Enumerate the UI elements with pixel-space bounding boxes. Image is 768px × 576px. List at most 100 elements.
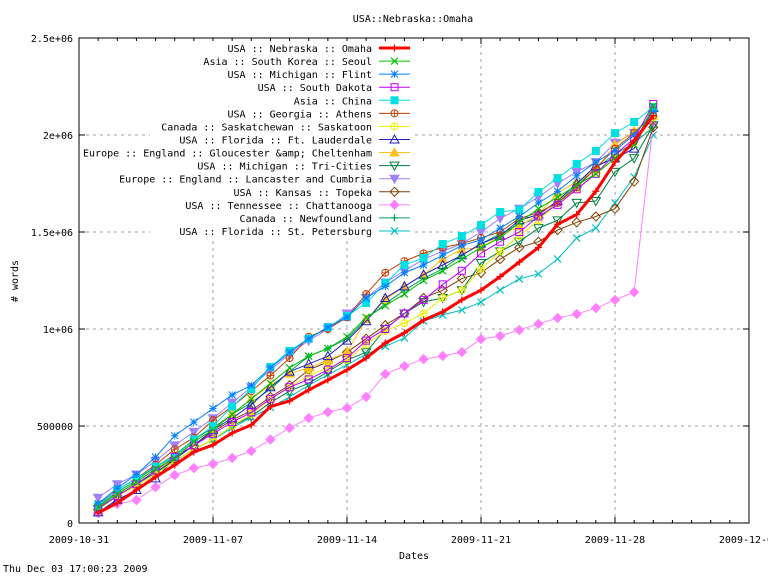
data-point: [381, 269, 389, 277]
timestamp: Thu Dec 03 17:00:23 2009: [3, 564, 148, 575]
data-point: [458, 296, 466, 304]
data-point: [496, 247, 504, 255]
data-point: [343, 313, 351, 322]
data-point: [265, 434, 276, 445]
data-point: [226, 452, 238, 464]
data-point: [438, 240, 447, 249]
data-point: [554, 220, 562, 228]
data-point: [630, 137, 638, 145]
data-point: [647, 121, 659, 131]
data-point: [609, 167, 621, 178]
data-point: [420, 316, 428, 324]
y-axis-label: # words: [10, 260, 21, 302]
data-point: [572, 234, 581, 242]
data-point: [171, 445, 179, 453]
data-point: [190, 448, 198, 456]
series-usa-nebraska-omaha: [94, 112, 657, 517]
data-point: [265, 381, 276, 392]
legend-label: USA :: Nebraska :: Omaha: [228, 44, 373, 55]
legend-label: Europe :: England :: Gloucester &amp; Ch…: [83, 149, 372, 160]
data-point: [266, 363, 275, 372]
data-point: [628, 286, 640, 298]
data-point: [609, 294, 621, 306]
data-point: [457, 306, 466, 314]
data-point: [611, 158, 619, 166]
data-point: [150, 481, 161, 493]
data-point: [419, 295, 428, 304]
data-point: [456, 346, 468, 358]
data-point: [341, 402, 353, 414]
legend-background: [150, 41, 415, 238]
data-point: [266, 403, 274, 411]
data-point: [400, 268, 409, 277]
data-point: [628, 176, 640, 187]
legend-item: Canada :: Saskatchewan :: Saskatoon: [161, 122, 410, 133]
data-point: [152, 473, 160, 481]
data-point: [247, 408, 256, 417]
x-tick-label: 2009-12-05: [719, 535, 768, 546]
data-point: [324, 376, 332, 384]
data-point: [572, 171, 581, 180]
data-point: [515, 205, 524, 214]
data-point: [169, 469, 180, 481]
legend-item: USA :: Michigan :: Tri-Cities: [197, 161, 410, 173]
data-point: [132, 486, 140, 494]
data-point: [400, 319, 408, 327]
y-tick-label: 2.5e+06: [31, 34, 73, 45]
data-point: [362, 313, 371, 322]
data-point: [649, 107, 658, 116]
data-point: [533, 224, 544, 234]
legend-item: Canada :: Newfoundland: [240, 214, 410, 225]
data-point: [533, 318, 544, 330]
data-point: [611, 146, 619, 155]
data-point: [572, 159, 581, 168]
data-point: [437, 350, 448, 362]
data-point: [494, 330, 506, 342]
data-point: [188, 462, 200, 474]
data-point: [131, 494, 142, 506]
data-point: [362, 336, 371, 345]
data-point: [391, 214, 398, 222]
data-point: [285, 383, 294, 392]
data-point: [360, 315, 372, 326]
data-point: [437, 259, 449, 269]
data-point: [553, 193, 562, 202]
data-point: [94, 503, 103, 512]
data-point: [305, 386, 313, 394]
data-point: [592, 187, 600, 195]
legend-item: USA :: Kansas :: Topeka: [234, 186, 410, 199]
data-point: [209, 441, 217, 449]
data-point: [400, 290, 409, 299]
data-point: [515, 218, 524, 227]
data-point: [247, 421, 255, 429]
legend-item: Europe :: England :: Gloucester &amp; Ch…: [83, 147, 410, 160]
data-point: [170, 431, 179, 440]
data-point: [113, 484, 122, 492]
data-point: [477, 249, 485, 258]
data-point: [389, 133, 400, 144]
data-point: [323, 365, 332, 374]
series-usa-michigan-flint: [94, 107, 658, 508]
data-point: [496, 224, 504, 232]
data-point: [151, 464, 160, 473]
data-point: [571, 308, 582, 320]
x-tick-label: 2009-10-31: [49, 535, 109, 546]
plot-frame: [78, 37, 750, 524]
legend-label: USA :: South Dakota: [258, 83, 372, 94]
data-point: [457, 266, 466, 275]
data-point: [381, 325, 390, 333]
data-point: [477, 221, 485, 230]
y-tick-label: 500000: [37, 422, 73, 433]
data-point: [379, 292, 391, 302]
y-tick-label: 1e+06: [43, 325, 73, 336]
data-point: [534, 188, 543, 197]
data-point: [171, 461, 179, 469]
data-point: [514, 242, 525, 253]
data-point: [247, 381, 256, 390]
data-point: [515, 275, 524, 283]
legend-label: Europe :: England :: Lancaster and Cumbr…: [119, 175, 372, 186]
data-point: [553, 255, 562, 263]
data-point: [304, 334, 313, 343]
